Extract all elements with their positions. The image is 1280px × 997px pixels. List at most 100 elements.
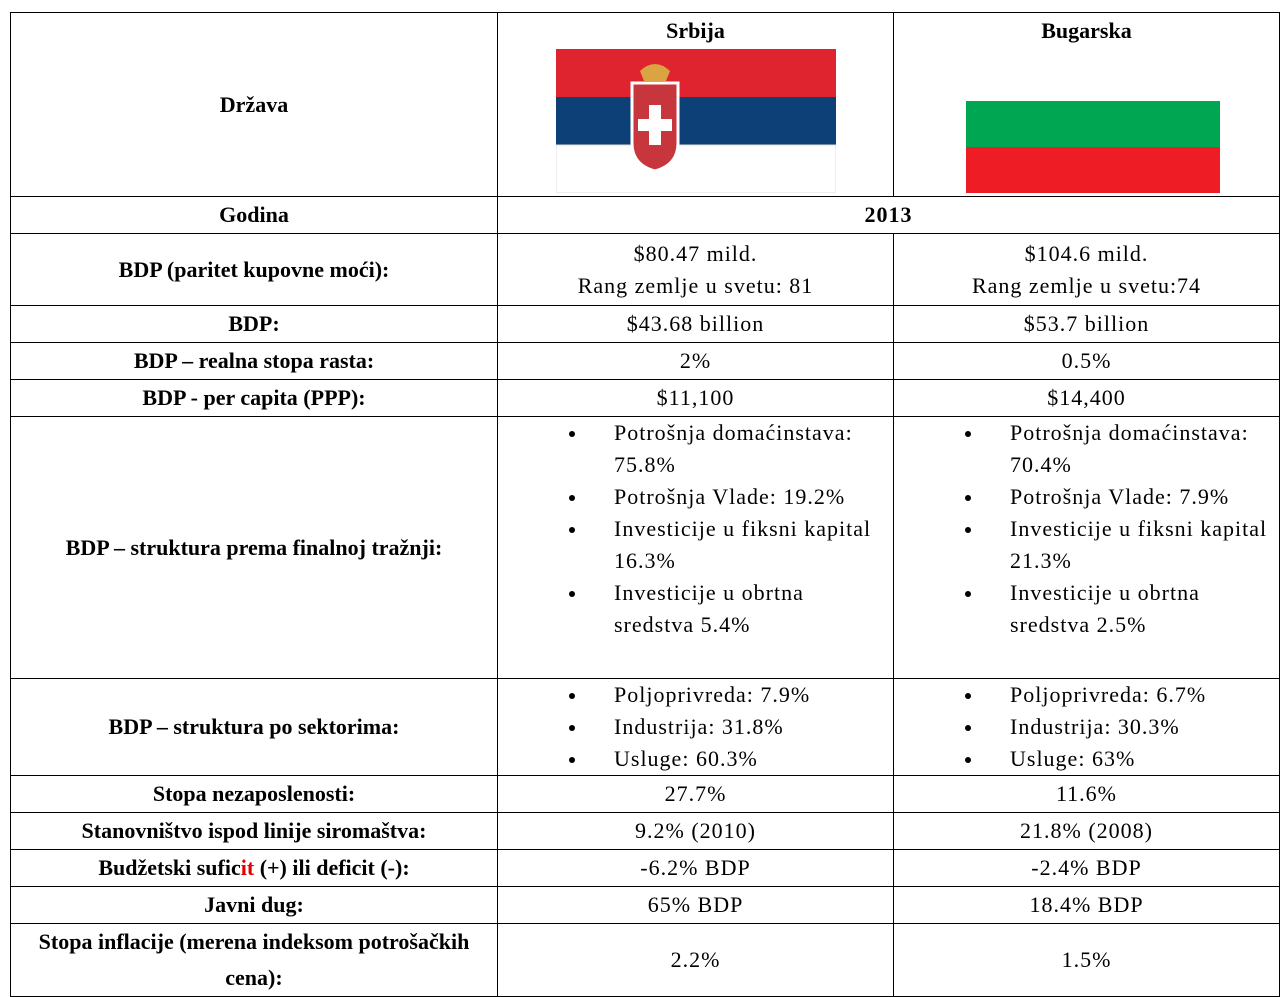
bullet-item: Potrošnja Vlade: 19.2% bbox=[569, 481, 887, 513]
value-cell: 21.8% (2008) bbox=[893, 812, 1280, 850]
row: Godina 2013 bbox=[10, 196, 1280, 234]
bullet-list: Potrošnja domaćinstava: 70.4% Potrošnja V… bbox=[900, 417, 1273, 641]
value-cell: Potrošnja domaćinstava: 75.8% Potrošnja V… bbox=[497, 416, 894, 679]
label-text: Stopa nezaposlenosti: bbox=[152, 781, 356, 806]
value-cell: 27.7% bbox=[497, 775, 894, 813]
row: Stanovništvo ispod linije siromaštva: 9.2… bbox=[10, 812, 1280, 850]
label-text: Godina bbox=[219, 202, 289, 227]
bulgaria-flag bbox=[966, 55, 1220, 193]
label-part: (+) ili deficit (-): bbox=[254, 855, 410, 880]
row-label: Stopa inflacije (merena indeksom potroša… bbox=[10, 923, 498, 997]
row-label: BDP – realna stopa rasta: bbox=[10, 342, 498, 380]
row-label: Stopa nezaposlenosti: bbox=[10, 775, 498, 813]
label-part: Budžetski sufic bbox=[98, 855, 241, 880]
cell-text: $53.7 billion bbox=[1023, 311, 1150, 336]
serbia-flag bbox=[556, 49, 836, 193]
header-row: Država Srbija Bugarska bbox=[10, 12, 1280, 197]
comparison-table: Država Srbija Bugarska bbox=[10, 12, 1280, 997]
label-text: BDP - per capita (PPP): bbox=[142, 385, 366, 410]
cell-text: 0.5% bbox=[1061, 348, 1112, 373]
label-text: Stanovništvo ispod linije siromaštva: bbox=[81, 818, 427, 843]
row-label: Stanovništvo ispod linije siromaštva: bbox=[10, 812, 498, 850]
row: Javni dug: 65% BDP 18.4% BDP bbox=[10, 886, 1280, 924]
table-body: Država Srbija Bugarska bbox=[10, 12, 1280, 997]
value-cell: $80.47 mild. Rang zemlje u svetu: 81 bbox=[497, 233, 894, 306]
cell-text: 18.4% BDP bbox=[1029, 892, 1144, 917]
value-cell: 2.2% bbox=[497, 923, 894, 997]
cell-text: Rang zemlje u svetu: 81 bbox=[577, 272, 814, 298]
bullet-item: Investicije u fiksni kapital 21.3% bbox=[965, 513, 1273, 577]
bullet-item: Potrošnja domaćinstava: 75.8% bbox=[569, 417, 887, 481]
bullet-item: Investicije u obrtna sredstva 5.4% bbox=[569, 577, 887, 641]
bullet-list: Poljoprivreda: 7.9% Industrija: 31.8% Uslu… bbox=[504, 679, 887, 775]
bullet-item: Poljoprivreda: 6.7% bbox=[965, 679, 1273, 711]
row: Stopa inflacije (merena indeksom potroša… bbox=[10, 923, 1280, 997]
bullet-item: Poljoprivreda: 7.9% bbox=[569, 679, 887, 711]
value-cell: -6.2% BDP bbox=[497, 849, 894, 887]
value-cell: $104.6 mild. Rang zemlje u svetu:74 bbox=[893, 233, 1280, 306]
cell-text: 2013 bbox=[864, 202, 913, 227]
bullet-item: Usluge: 60.3% bbox=[569, 743, 887, 775]
cell-text: $14,400 bbox=[1047, 385, 1126, 410]
country-cell: Srbija bbox=[497, 12, 894, 197]
value-cell: 9.2% (2010) bbox=[497, 812, 894, 850]
cell-text: 21.8% (2008) bbox=[1020, 818, 1153, 843]
cell-text: -6.2% BDP bbox=[640, 855, 751, 880]
merged-cell: 2013 bbox=[497, 196, 1280, 234]
bullet-item: Investicije u fiksni kapital 16.3% bbox=[569, 513, 887, 577]
row: Stopa nezaposlenosti: 27.7% 11.6% bbox=[10, 775, 1280, 813]
row: BDP (paritet kupovne moći): $80.47 mild. R… bbox=[10, 233, 1280, 306]
country-cell: Bugarska bbox=[893, 12, 1280, 197]
label-text: BDP – struktura po sektorima: bbox=[108, 714, 400, 739]
row-label: Javni dug: bbox=[10, 886, 498, 924]
row-label: BDP - per capita (PPP): bbox=[10, 379, 498, 417]
row-label: BDP (paritet kupovne moći): bbox=[10, 233, 498, 306]
label-text: BDP: bbox=[228, 311, 280, 336]
value-cell: 65% BDP bbox=[497, 886, 894, 924]
bullet-item: Industrija: 30.3% bbox=[965, 711, 1273, 743]
value-cell: Poljoprivreda: 7.9% Industrija: 31.8% Uslu… bbox=[497, 678, 894, 776]
value-cell: 18.4% BDP bbox=[893, 886, 1280, 924]
value-cell: 2% bbox=[497, 342, 894, 380]
value-cell: -2.4% BDP bbox=[893, 849, 1280, 887]
row-label: BDP – struktura po sektorima: bbox=[10, 678, 498, 776]
cell-text: 9.2% (2010) bbox=[635, 818, 756, 843]
cell-text: $11,100 bbox=[656, 385, 735, 410]
bullet-list: Poljoprivreda: 6.7% Industrija: 30.3% Uslu… bbox=[900, 679, 1273, 775]
value-cell: $43.68 billion bbox=[497, 305, 894, 343]
row: BDP - per capita (PPP): $11,100 $14,400 bbox=[10, 379, 1280, 417]
cell-text: $43.68 billion bbox=[626, 311, 765, 336]
cell-text: 65% BDP bbox=[647, 892, 744, 917]
value-cell: 0.5% bbox=[893, 342, 1280, 380]
label-text: Javni dug: bbox=[204, 892, 304, 917]
row: BDP – realna stopa rasta: 2% 0.5% bbox=[10, 342, 1280, 380]
cell-text: 2.2% bbox=[670, 947, 721, 972]
row: BDP: $43.68 billion $53.7 billion bbox=[10, 305, 1280, 343]
cell-text: 11.6% bbox=[1055, 781, 1117, 806]
value-cell: $11,100 bbox=[497, 379, 894, 417]
country-name: Srbija bbox=[666, 18, 725, 43]
row: BDP – struktura prema finalnoj tražnji: P… bbox=[10, 416, 1280, 679]
bullet-item: Usluge: 63% bbox=[965, 743, 1273, 775]
cell-text: 2% bbox=[679, 348, 712, 373]
row: Budžetski suficit (+) ili deficit (-): -6… bbox=[10, 849, 1280, 887]
value-cell: 1.5% bbox=[893, 923, 1280, 997]
bullet-item: Investicije u obrtna sredstva 2.5% bbox=[965, 577, 1273, 641]
country-name: Bugarska bbox=[1041, 18, 1132, 43]
cell-text: $80.47 mild. bbox=[633, 240, 758, 266]
label-text: BDP (paritet kupovne moći): bbox=[118, 256, 390, 282]
label-part: it bbox=[240, 855, 255, 880]
row-label: Godina bbox=[10, 196, 498, 234]
row: BDP – struktura po sektorima: Poljoprivre… bbox=[10, 678, 1280, 776]
label-text: Stopa inflacije (merena indeksom potroša… bbox=[38, 929, 470, 990]
value-cell: Poljoprivreda: 6.7% Industrija: 30.3% Uslu… bbox=[893, 678, 1280, 776]
cell-text: $104.6 mild. bbox=[1024, 240, 1149, 266]
label-text: BDP – realna stopa rasta: bbox=[133, 348, 375, 373]
cell-text: 1.5% bbox=[1061, 947, 1112, 972]
bullet-item: Industrija: 31.8% bbox=[569, 711, 887, 743]
cell-text: Rang zemlje u svetu:74 bbox=[971, 272, 1202, 298]
value-cell: 11.6% bbox=[893, 775, 1280, 813]
cell-text: -2.4% BDP bbox=[1031, 855, 1142, 880]
label-text: BDP – struktura prema finalnoj tražnji: bbox=[65, 534, 443, 560]
